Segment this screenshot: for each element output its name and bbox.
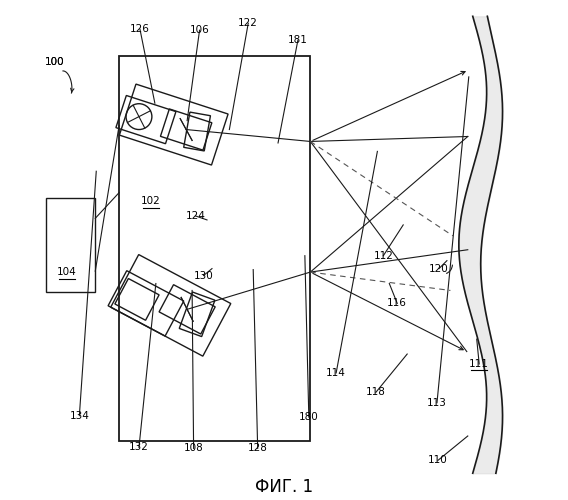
Text: 126: 126 <box>130 24 150 34</box>
Text: 180: 180 <box>299 412 319 422</box>
Text: 116: 116 <box>387 298 407 308</box>
Text: 104: 104 <box>57 267 77 277</box>
Bar <box>45 198 95 292</box>
Text: 134: 134 <box>69 410 89 420</box>
Text: 106: 106 <box>190 25 210 35</box>
Bar <box>119 56 310 441</box>
Text: ФИГ. 1: ФИГ. 1 <box>255 478 313 496</box>
Text: 181: 181 <box>288 35 308 45</box>
Text: 100: 100 <box>45 57 64 67</box>
Text: 110: 110 <box>428 456 448 466</box>
Text: 132: 132 <box>129 442 149 452</box>
Text: 122: 122 <box>239 18 258 28</box>
Text: 102: 102 <box>141 196 161 206</box>
Text: 118: 118 <box>366 388 386 398</box>
Text: 128: 128 <box>248 444 268 454</box>
Text: 113: 113 <box>427 398 447 407</box>
Text: 114: 114 <box>326 368 346 378</box>
Text: 124: 124 <box>186 211 206 221</box>
Text: 111: 111 <box>469 359 489 369</box>
Text: 100: 100 <box>45 57 64 67</box>
Text: 112: 112 <box>373 250 393 260</box>
Text: 108: 108 <box>183 444 203 454</box>
Text: 130: 130 <box>194 270 214 280</box>
Text: 120: 120 <box>429 264 449 274</box>
